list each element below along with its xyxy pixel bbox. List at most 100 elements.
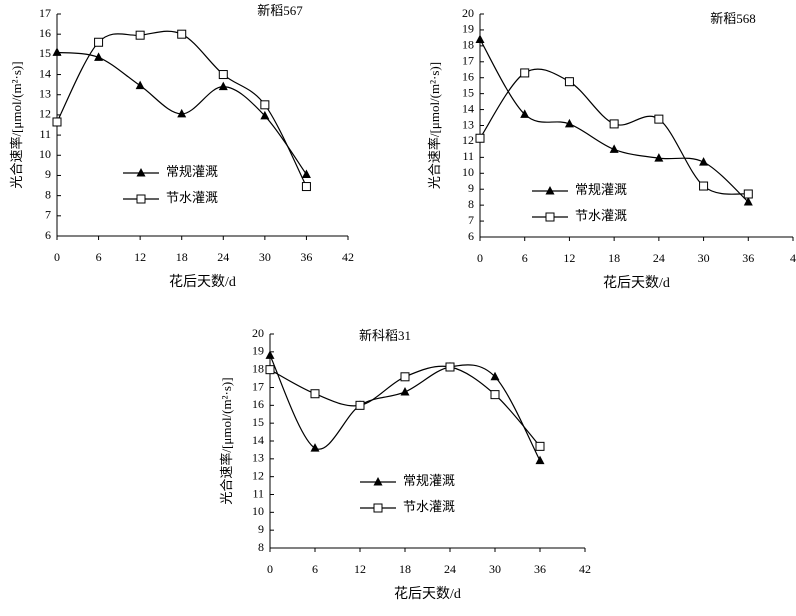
y-tick-label: 14	[252, 433, 264, 447]
x-axis-label: 花后天数/d	[603, 275, 670, 291]
marker	[177, 29, 187, 39]
chart-title: 新稻567	[257, 3, 303, 18]
marker	[52, 47, 62, 56]
y-tick-label: 8	[45, 187, 51, 201]
marker	[400, 386, 410, 396]
marker	[136, 194, 146, 204]
marker	[545, 212, 555, 222]
legend-label: 常规灌溉	[166, 164, 218, 179]
marker	[265, 350, 275, 359]
series-line	[479, 68, 749, 195]
marker	[564, 118, 574, 128]
marker	[535, 455, 545, 465]
marker	[743, 196, 753, 206]
y-tick-label: 19	[462, 22, 474, 36]
marker	[310, 389, 320, 399]
x-tick-label: 0	[267, 562, 273, 576]
x-tick-label: 36	[742, 251, 754, 265]
x-tick-label: 24	[653, 251, 665, 265]
marker	[609, 119, 619, 129]
x-tick-label: 30	[489, 562, 501, 576]
y-tick-label: 17	[39, 6, 51, 20]
x-axis-label: 花后天数/d	[169, 274, 236, 290]
x-tick-label: 30	[259, 250, 271, 264]
marker	[400, 372, 410, 382]
chart-title: 新稻568	[710, 11, 756, 26]
x-tick-label: 18	[399, 562, 411, 576]
x-tick-label: 24	[444, 562, 456, 576]
y-tick-label: 9	[258, 522, 264, 536]
marker	[654, 114, 664, 124]
chart-title: 新科稻31	[359, 328, 411, 343]
marker	[373, 477, 383, 486]
x-tick-label: 0	[477, 251, 483, 265]
marker	[135, 30, 145, 40]
marker	[475, 133, 485, 143]
x-tick-label: 4	[790, 251, 796, 265]
marker	[743, 189, 753, 199]
y-tick-label: 19	[252, 344, 264, 358]
marker	[136, 168, 146, 177]
x-tick-label: 30	[698, 251, 710, 265]
y-tick-label: 11	[39, 127, 51, 141]
marker	[654, 153, 664, 162]
y-tick-label: 6	[45, 228, 51, 242]
x-tick-label: 12	[354, 562, 366, 576]
marker	[218, 81, 228, 91]
marker	[310, 443, 320, 452]
y-tick-label: 8	[258, 540, 264, 554]
x-tick-label: 12	[563, 251, 575, 265]
y-tick-label: 16	[252, 397, 264, 411]
marker	[609, 144, 619, 153]
y-tick-label: 12	[462, 133, 474, 147]
marker	[301, 182, 311, 192]
x-tick-label: 36	[300, 250, 312, 264]
x-tick-label: 42	[579, 562, 591, 576]
y-tick-label: 17	[252, 379, 264, 393]
y-tick-label: 9	[468, 181, 474, 195]
y-tick-label: 10	[39, 147, 51, 161]
x-tick-label: 18	[176, 250, 188, 264]
y-tick-label: 13	[252, 451, 264, 465]
marker	[355, 400, 365, 410]
y-tick-label: 12	[39, 107, 51, 121]
y-tick-label: 6	[468, 229, 474, 243]
legend-label: 常规灌溉	[575, 182, 627, 197]
marker	[135, 80, 145, 90]
y-tick-label: 18	[252, 361, 264, 375]
y-tick-label: 15	[462, 85, 474, 99]
y-tick-label: 17	[462, 54, 474, 68]
legend-label: 节水灌溉	[403, 499, 455, 514]
y-tick-label: 20	[462, 6, 474, 20]
y-tick-label: 12	[252, 468, 264, 482]
marker	[564, 77, 574, 87]
marker	[490, 390, 500, 400]
x-axis-label: 花后天数/d	[394, 586, 461, 602]
marker	[94, 37, 104, 47]
marker	[94, 52, 104, 61]
y-tick-label: 16	[39, 26, 51, 40]
legend-label: 节水灌溉	[166, 190, 218, 205]
x-tick-label: 6	[96, 250, 102, 264]
marker	[520, 68, 530, 78]
marker	[490, 371, 500, 381]
marker	[52, 117, 62, 127]
y-tick-label: 7	[468, 213, 474, 227]
marker	[177, 108, 187, 118]
y-tick-label: 11	[462, 149, 474, 163]
x-tick-label: 36	[534, 562, 546, 576]
x-tick-label: 24	[217, 250, 229, 264]
y-tick-label: 11	[252, 486, 264, 500]
x-tick-label: 0	[54, 250, 60, 264]
y-tick-label: 20	[252, 326, 264, 340]
y-tick-label: 14	[39, 66, 51, 80]
x-tick-label: 12	[134, 250, 146, 264]
x-tick-label: 6	[312, 562, 318, 576]
y-axis-label: 光合速率/[μmol/(m²·s)]	[427, 62, 442, 189]
legend-label: 常规灌溉	[403, 473, 455, 488]
y-tick-label: 18	[462, 38, 474, 52]
marker	[520, 109, 530, 118]
y-tick-label: 10	[252, 504, 264, 518]
y-axis-label: 光合速率/[μmol/(m²·s)]	[219, 377, 234, 504]
